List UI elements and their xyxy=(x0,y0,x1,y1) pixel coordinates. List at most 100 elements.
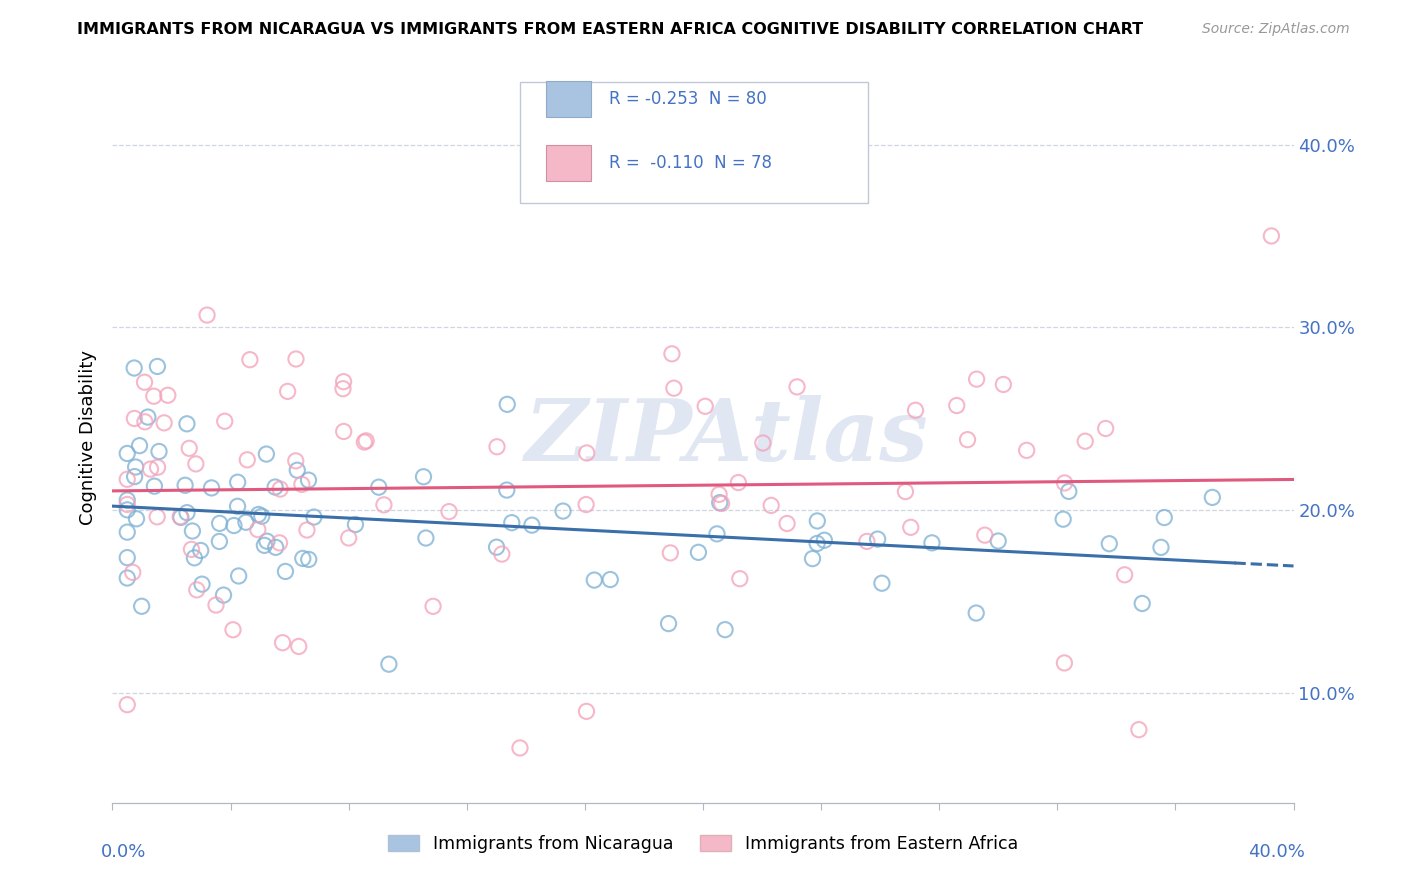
Point xyxy=(1098,537,1121,551)
Point xyxy=(134,375,156,389)
Point xyxy=(239,352,262,367)
Point xyxy=(344,517,367,532)
Point xyxy=(973,528,995,542)
Point xyxy=(706,526,728,541)
Point xyxy=(146,359,169,374)
Point xyxy=(124,460,146,475)
Point xyxy=(134,415,156,429)
Point xyxy=(993,377,1015,392)
Point xyxy=(274,565,297,579)
Point xyxy=(415,531,437,545)
Point xyxy=(156,388,179,402)
Point xyxy=(169,509,191,524)
Point xyxy=(264,480,287,494)
Point xyxy=(302,510,325,524)
Point xyxy=(297,473,319,487)
Point xyxy=(285,351,308,366)
Point xyxy=(1052,512,1074,526)
Point xyxy=(373,498,395,512)
Point xyxy=(776,516,799,531)
Point xyxy=(709,496,731,510)
Point xyxy=(179,442,201,456)
Point xyxy=(501,516,523,530)
Point xyxy=(1074,434,1097,449)
Point xyxy=(688,545,710,559)
Point xyxy=(269,536,291,550)
Point xyxy=(485,540,508,554)
Point xyxy=(714,623,737,637)
Point xyxy=(295,523,318,537)
Point xyxy=(575,705,598,719)
Point xyxy=(662,381,685,395)
Point xyxy=(236,452,259,467)
Point xyxy=(128,439,150,453)
Point xyxy=(727,475,749,490)
Point xyxy=(228,569,250,583)
Point xyxy=(583,573,606,587)
Point xyxy=(894,484,917,499)
Text: Source: ZipAtlas.com: Source: ZipAtlas.com xyxy=(1202,22,1350,37)
Point xyxy=(117,446,138,460)
Point xyxy=(1015,443,1038,458)
Point xyxy=(707,487,730,501)
Point xyxy=(136,410,159,425)
Point xyxy=(143,479,166,493)
Point xyxy=(284,454,307,468)
Point xyxy=(131,599,153,614)
Point xyxy=(495,483,517,497)
Point xyxy=(921,536,943,550)
Point xyxy=(1153,510,1175,524)
Point xyxy=(1201,491,1223,505)
Point xyxy=(1150,541,1173,555)
Point xyxy=(117,571,138,585)
Point xyxy=(759,499,782,513)
Point xyxy=(142,389,165,403)
Point xyxy=(191,577,214,591)
Point xyxy=(117,698,138,712)
Point xyxy=(801,551,824,566)
Point xyxy=(195,308,218,322)
Point xyxy=(285,463,308,477)
Point xyxy=(235,515,257,529)
Point xyxy=(170,510,193,524)
Point xyxy=(353,435,375,450)
Point xyxy=(200,481,222,495)
Point xyxy=(870,576,893,591)
Point xyxy=(174,478,197,492)
Point xyxy=(256,534,278,549)
Point xyxy=(1114,567,1136,582)
Point xyxy=(117,503,138,517)
Point xyxy=(354,434,377,448)
Point xyxy=(422,599,444,614)
Point xyxy=(124,469,146,483)
Point xyxy=(661,347,683,361)
Point xyxy=(966,372,988,386)
Point xyxy=(298,552,321,566)
Text: 40.0%: 40.0% xyxy=(1249,843,1305,861)
Point xyxy=(728,572,751,586)
Point xyxy=(965,606,987,620)
Point xyxy=(856,534,879,549)
Point xyxy=(710,496,733,510)
Point xyxy=(247,508,270,522)
Point xyxy=(176,417,198,431)
Point xyxy=(205,598,228,612)
Point xyxy=(190,543,212,558)
Point xyxy=(987,534,1010,549)
Point xyxy=(250,509,273,524)
Point xyxy=(1260,229,1282,244)
Point xyxy=(117,472,138,486)
Point xyxy=(599,573,621,587)
Point xyxy=(496,397,519,411)
Point xyxy=(945,399,967,413)
Text: ZIPAtlas: ZIPAtlas xyxy=(524,395,928,479)
Point xyxy=(226,475,249,490)
Point xyxy=(575,446,598,460)
Point xyxy=(509,740,531,755)
Point xyxy=(180,542,202,557)
Point xyxy=(332,425,354,439)
Point xyxy=(226,500,249,514)
Point xyxy=(222,518,245,533)
Text: R =  -0.110  N = 78: R = -0.110 N = 78 xyxy=(609,153,772,172)
Point xyxy=(1053,475,1076,490)
